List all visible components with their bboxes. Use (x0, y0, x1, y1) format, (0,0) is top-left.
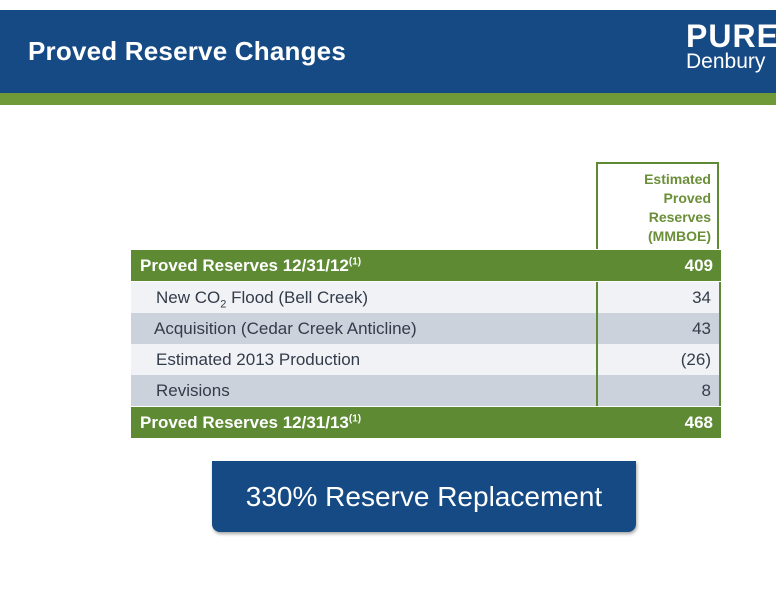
column-header-line: (MMBOE) (648, 228, 711, 244)
table-row-production: Estimated 2013 Production (26) (131, 344, 721, 375)
table-row-opening-reserves: Proved Reserves 12/31/12(1) 409 (131, 250, 721, 281)
row-label: Revisions (131, 375, 596, 406)
row-value: 43 (596, 313, 721, 344)
logo-line2: Denbury (686, 50, 766, 73)
table-row-co2-flood: New CO2 Flood (Bell Creek) 34 (131, 282, 721, 313)
row-value: 34 (596, 282, 721, 313)
row-label: New CO2 Flood (Bell Creek) (131, 282, 596, 313)
row-value: 8 (596, 375, 721, 406)
row-label: Estimated 2013 Production (131, 344, 596, 375)
column-header-line: Reserves (648, 209, 711, 225)
row-label: Proved Reserves 12/31/12(1) (140, 256, 362, 275)
table-row-revisions: Revisions 8 (131, 375, 721, 406)
footnote-marker: (1) (348, 256, 362, 268)
page-title: Proved Reserve Changes (28, 36, 346, 66)
header-accent-bar (0, 93, 776, 105)
table-row-acquisition: Acquisition (Cedar Creek Anticline) 43 (131, 313, 721, 344)
row-label: Acquisition (Cedar Creek Anticline) (131, 313, 596, 344)
column-header: Estimated Proved Reserves (MMBOE) (596, 162, 719, 249)
table-row-closing-reserves: Proved Reserves 12/31/13(1) 468 (131, 407, 721, 438)
column-header-line: Estimated (644, 171, 711, 187)
footnote-marker: (1) (348, 413, 362, 425)
company-logo: PURE Denbury (686, 20, 776, 73)
reserve-replacement-callout: 330% Reserve Replacement (212, 461, 636, 532)
top-strip (0, 0, 776, 10)
row-value: (26) (596, 344, 721, 375)
row-value: 468 (684, 413, 713, 432)
column-header-line: Proved (663, 190, 711, 206)
row-value: 409 (684, 256, 713, 275)
row-label: Proved Reserves 12/31/13(1) (140, 413, 362, 432)
logo-line1: PURE (686, 18, 776, 54)
header-bar (0, 10, 776, 93)
